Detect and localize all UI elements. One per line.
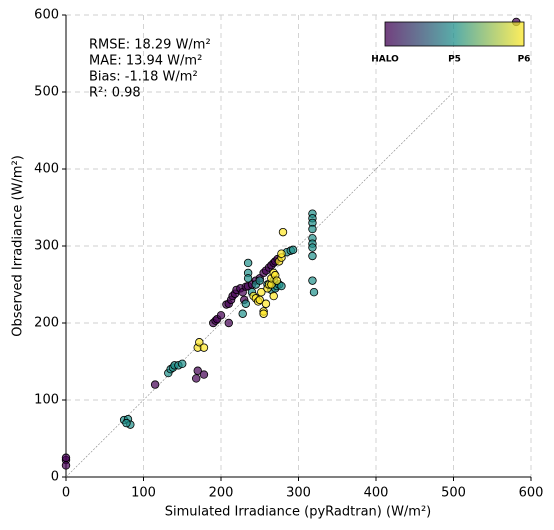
y-axis-label: Observed Irradiance (W/m²) bbox=[11, 155, 26, 337]
point bbox=[255, 276, 264, 285]
point bbox=[224, 318, 233, 328]
colorbar bbox=[384, 21, 525, 47]
point bbox=[257, 288, 266, 297]
point bbox=[191, 374, 201, 383]
point bbox=[277, 249, 286, 258]
y-tick-label: 400 bbox=[34, 162, 59, 177]
point bbox=[308, 251, 317, 261]
x-tick-label: 300 bbox=[286, 486, 311, 501]
point bbox=[193, 366, 202, 375]
x-tick-label: 0 bbox=[62, 486, 70, 501]
x-tick-label: 200 bbox=[209, 486, 234, 501]
point bbox=[61, 453, 71, 462]
point bbox=[261, 299, 271, 308]
x-tick-label: 400 bbox=[364, 486, 389, 501]
point bbox=[199, 370, 209, 379]
point bbox=[243, 274, 253, 283]
legend-label: HALO bbox=[371, 55, 399, 65]
point bbox=[195, 338, 204, 347]
y-tick-label: 600 bbox=[34, 8, 59, 23]
y-tick-label: 0 bbox=[51, 470, 59, 485]
point bbox=[150, 380, 160, 389]
point bbox=[178, 359, 187, 369]
y-tick-label: 500 bbox=[34, 85, 59, 100]
point bbox=[199, 343, 209, 352]
y-tick-label: 200 bbox=[34, 316, 59, 331]
legend-label: P6 bbox=[518, 55, 531, 65]
y-tick-label: 100 bbox=[34, 393, 59, 408]
y-tick-label: 300 bbox=[34, 239, 59, 254]
point bbox=[272, 276, 281, 285]
point bbox=[216, 311, 226, 320]
point bbox=[309, 288, 319, 297]
x-tick-label: 100 bbox=[131, 486, 156, 501]
point bbox=[243, 258, 253, 268]
point bbox=[308, 224, 317, 234]
legend-label: P5 bbox=[448, 55, 461, 65]
point bbox=[241, 299, 250, 308]
annotation: R²: 0.98 bbox=[89, 86, 141, 101]
x-axis-label: Simulated Irradiance (pyRadtran) (W/m²) bbox=[165, 505, 432, 520]
annotation: MAE: 13.94 W/m² bbox=[89, 54, 202, 69]
point bbox=[278, 227, 288, 237]
point bbox=[238, 309, 247, 318]
point bbox=[277, 281, 286, 291]
point bbox=[269, 291, 278, 301]
annotation: Bias: -1.18 W/m² bbox=[89, 70, 198, 85]
point bbox=[259, 309, 268, 318]
x-tick-label: 500 bbox=[441, 486, 466, 501]
x-tick-label: 600 bbox=[519, 486, 544, 501]
annotation: RMSE: 18.29 W/m² bbox=[89, 38, 211, 53]
point bbox=[61, 461, 71, 470]
point bbox=[122, 418, 131, 428]
point bbox=[308, 276, 317, 285]
point bbox=[288, 245, 298, 255]
point bbox=[308, 243, 317, 252]
